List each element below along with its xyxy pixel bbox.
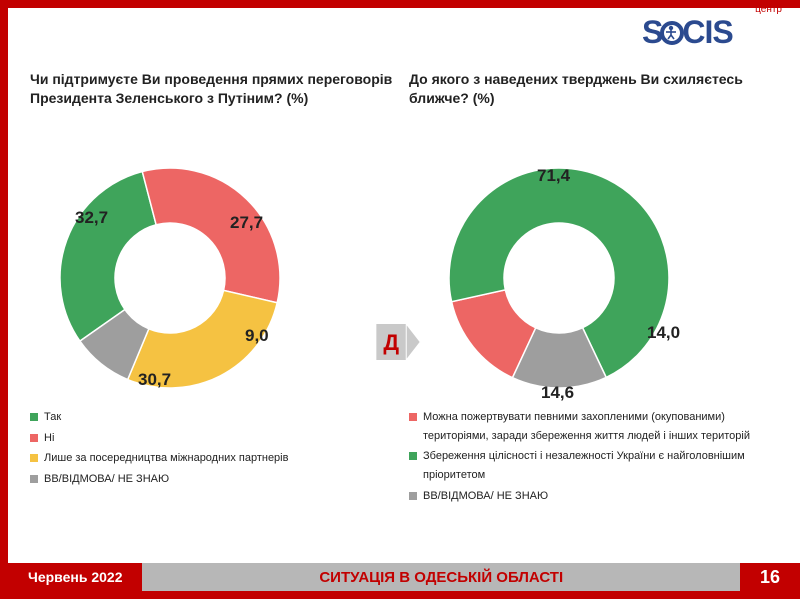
slice-value-label: 71,4 [537,166,570,186]
content-area: Чи підтримуєте Ви проведення прямих пере… [30,70,788,544]
right-question: До якого з наведених тверджень Ви схиляє… [409,70,788,130]
footer-date: Червень 2022 [8,563,142,591]
left-chart: 30,7 32,7 27,7 9,0 [30,148,409,408]
legend-swatch [409,492,417,500]
right-chart: 14,6 71,4 14,0 [409,148,788,408]
legend-label: ВВ/ВІДМОВА/ НЕ ЗНАЮ [44,470,169,489]
left-donut-svg [30,148,310,408]
slice-value-label: 14,0 [647,323,680,343]
legend-swatch [409,452,417,460]
footer-page: 16 [740,563,800,591]
arrow-label: Д [383,330,399,355]
logo-text: SCIS центр [642,14,782,51]
legend-item: ВВ/ВІДМОВА/ НЕ ЗНАЮ [30,470,403,489]
legend-item: Так [30,408,403,427]
legend-swatch [30,475,38,483]
legend-item: Збереження цілісності і незалежності Укр… [409,447,782,484]
legend-label: ВВ/ВІДМОВА/ НЕ ЗНАЮ [423,487,548,506]
logo: SCIS центр [642,14,782,64]
right-legend: Можна пожертвувати певними захопленими (… [409,408,788,505]
arrow-icon: Д [376,324,420,360]
left-question: Чи підтримуєте Ви проведення прямих пере… [30,70,409,130]
legend-label: Лише за посередництва міжнародних партне… [44,449,288,468]
footer: Червень 2022 СИТУАЦІЯ В ОДЕСЬКІЙ ОБЛАСТІ… [8,563,800,591]
donut-slice [60,172,156,342]
legend-swatch [409,413,417,421]
legend-label: Ні [44,429,54,448]
slice-value-label: 32,7 [75,208,108,228]
legend-item: ВВ/ВІДМОВА/ НЕ ЗНАЮ [409,487,782,506]
donut-slice [142,168,280,303]
legend-item: Ні [30,429,403,448]
right-donut-svg [409,148,709,408]
slice-value-label: 14,6 [541,383,574,403]
slice-value-label: 9,0 [245,326,269,346]
legend-item: Можна пожертвувати певними захопленими (… [409,408,782,445]
legend-label: Можна пожертвувати певними захопленими (… [423,408,782,445]
left-legend: Так НіЛише за посередництва міжнародних п… [30,408,409,489]
legend-label: Збереження цілісності і незалежності Укр… [423,447,782,484]
logo-tagline: центр [755,4,782,15]
footer-title: СИТУАЦІЯ В ОДЕСЬКІЙ ОБЛАСТІ [142,563,740,591]
legend-swatch [30,434,38,442]
right-panel: До якого з наведених тверджень Ви схиляє… [409,70,788,544]
legend-swatch [30,454,38,462]
legend-item: Лише за посередництва міжнародних партне… [30,449,403,468]
legend-swatch [30,413,38,421]
slice-value-label: 27,7 [230,213,263,233]
left-panel: Чи підтримуєте Ви проведення прямих пере… [30,70,409,544]
slice-value-label: 30,7 [138,370,171,390]
legend-label: Так [44,408,61,427]
